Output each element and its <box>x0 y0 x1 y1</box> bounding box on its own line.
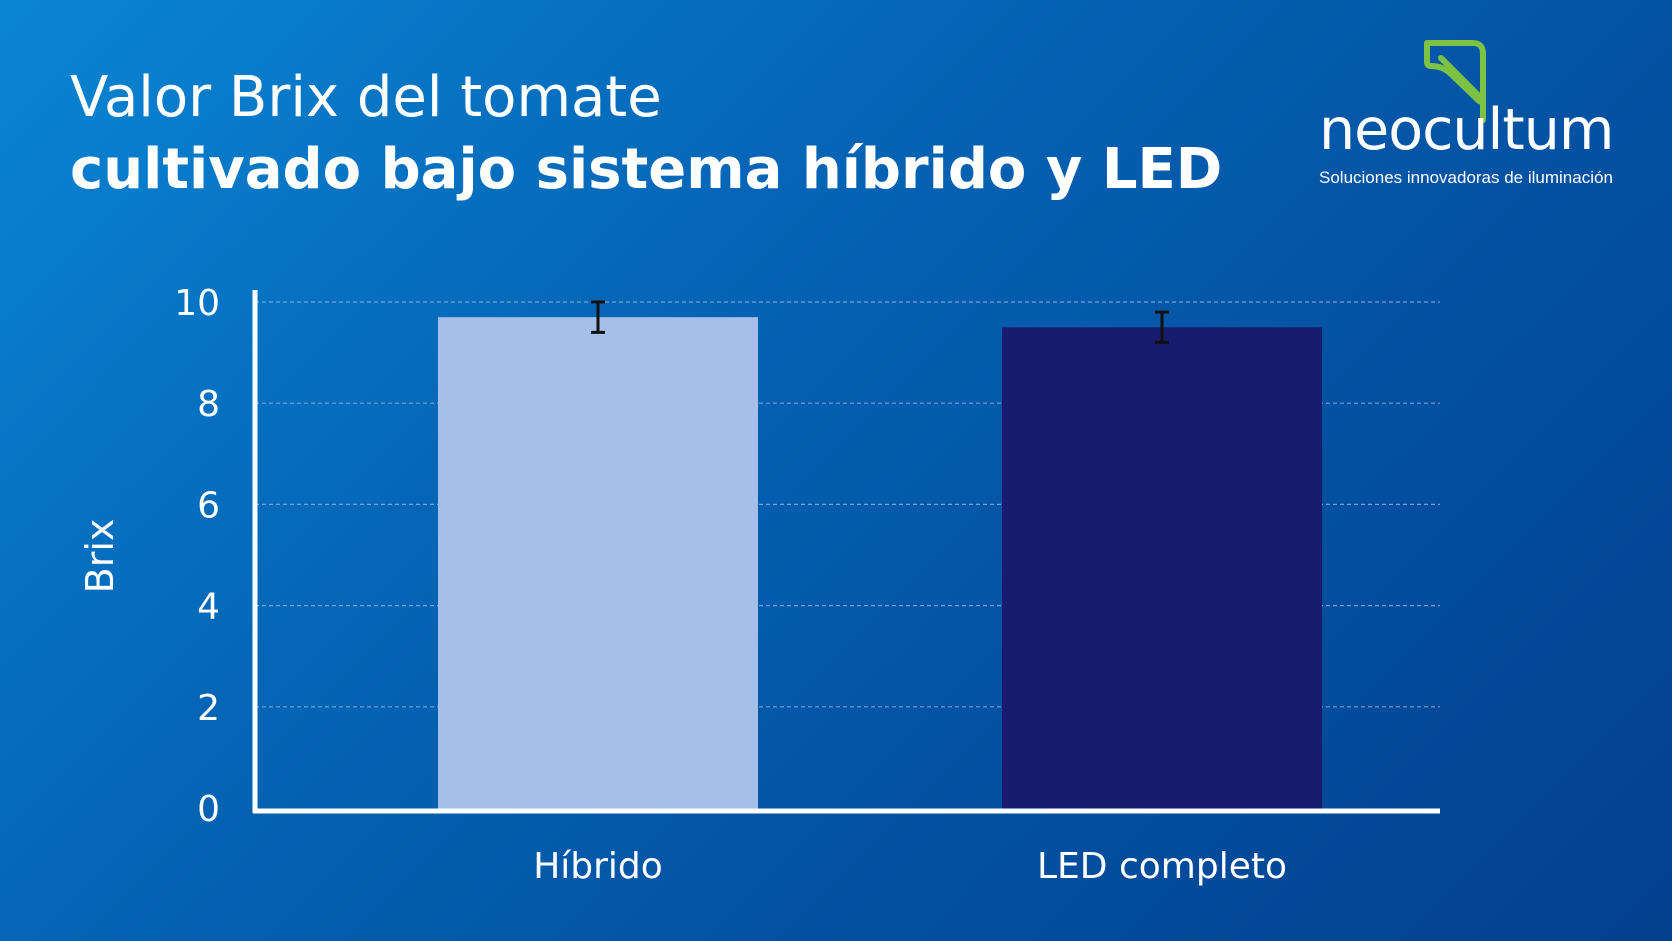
leaf-icon <box>1424 40 1486 123</box>
chart-title: Valor Brix del tomate cultivado bajo sis… <box>70 62 1223 206</box>
y-tick-label: 10 <box>174 283 220 324</box>
brand-tagline: Soluciones innovadoras de iluminación <box>1319 168 1613 187</box>
x-category-label: Híbrido <box>533 846 663 887</box>
brand-name: neocultum <box>1319 97 1614 163</box>
y-tick-label: 2 <box>197 688 220 729</box>
error-bar <box>591 300 605 334</box>
title-line-1: Valor Brix del tomate <box>70 65 662 130</box>
error-bar <box>1155 310 1169 344</box>
title-line-2: cultivado bajo sistema híbrido y LED <box>70 137 1223 202</box>
x-category-label: LED completo <box>1037 846 1287 887</box>
bar <box>438 317 758 809</box>
y-axis-title: Brix <box>78 519 122 594</box>
y-tick-label: 0 <box>197 789 220 830</box>
bars <box>438 317 1322 809</box>
bar <box>1002 327 1322 809</box>
y-tick-label: 6 <box>197 485 220 526</box>
y-tick-labels: 0 2 4 6 8 10 <box>174 283 220 830</box>
x-category-labels: Híbrido LED completo <box>533 846 1287 887</box>
brand-logo: neocultum Soluciones innovadoras de ilum… <box>1315 40 1635 200</box>
error-bars <box>591 300 1169 344</box>
y-tick-label: 8 <box>197 384 220 425</box>
axes <box>252 290 1440 814</box>
y-tick-label: 4 <box>197 587 220 628</box>
